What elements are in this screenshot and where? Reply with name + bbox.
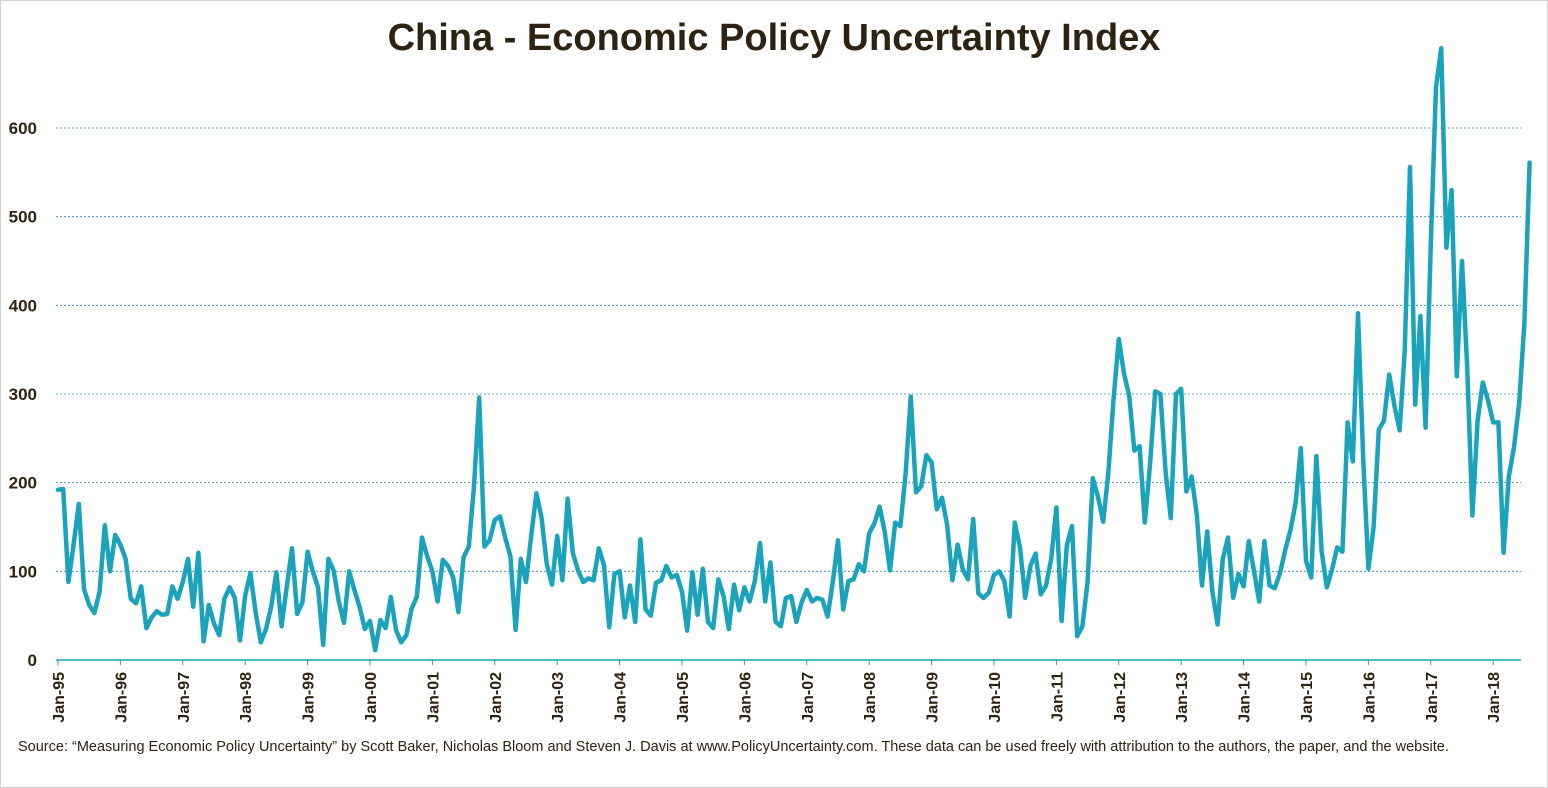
y-tick-label: 300 <box>9 385 37 404</box>
x-tick-label: Jan-08 <box>862 672 879 723</box>
x-tick-label: Jan-10 <box>987 672 1004 723</box>
x-tick-label: Jan-17 <box>1424 672 1441 723</box>
y-tick-label: 400 <box>9 296 37 315</box>
x-tick-label: Jan-12 <box>1112 672 1129 723</box>
y-tick-label: 0 <box>28 651 37 670</box>
y-tick-label: 100 <box>9 562 37 581</box>
x-tick-label: Jan-14 <box>1237 672 1254 723</box>
x-tick-label: Jan-02 <box>488 672 505 723</box>
x-tick-label: Jan-98 <box>238 672 255 723</box>
y-tick-label: 200 <box>9 474 37 493</box>
x-tick-label: Jan-18 <box>1486 672 1503 723</box>
x-tick-label: Jan-07 <box>800 672 817 723</box>
y-axis-ticks: 0 100 200 300 400 500 600 <box>9 119 37 670</box>
x-tick-label: Jan-09 <box>925 672 942 723</box>
x-tick-label: Jan-00 <box>363 672 380 723</box>
x-tick-label: Jan-04 <box>613 672 630 723</box>
y-tick-label: 500 <box>9 208 37 227</box>
x-tick-label: Jan-13 <box>1174 672 1191 723</box>
series-line <box>55 45 1532 653</box>
x-tick-label: Jan-96 <box>113 672 130 723</box>
x-tick-label: Jan-01 <box>425 672 442 723</box>
y-tick-label: 600 <box>9 119 37 138</box>
x-axis-ticks: Jan-95 Jan-96 Jan-97 Jan-98 Jan-99 Jan-00 Jan-… <box>51 660 1503 723</box>
x-tick-label: Jan-16 <box>1361 672 1378 723</box>
x-tick-label: Jan-03 <box>550 672 567 723</box>
x-tick-label: Jan-95 <box>51 672 68 723</box>
x-tick-label: Jan-05 <box>675 672 692 723</box>
x-tick-label: Jan-06 <box>737 672 754 723</box>
series-group <box>55 45 1532 653</box>
x-tick-label: Jan-11 <box>1049 672 1066 722</box>
x-tick-label: Jan-97 <box>176 672 193 723</box>
chart-title: China - Economic Policy Uncertainty Inde… <box>388 17 1161 59</box>
x-tick-label: Jan-15 <box>1299 672 1316 723</box>
gridlines <box>56 127 1521 572</box>
source-note: Source: “Measuring Economic Policy Uncer… <box>18 739 1449 755</box>
x-tick-label: Jan-99 <box>301 672 318 723</box>
